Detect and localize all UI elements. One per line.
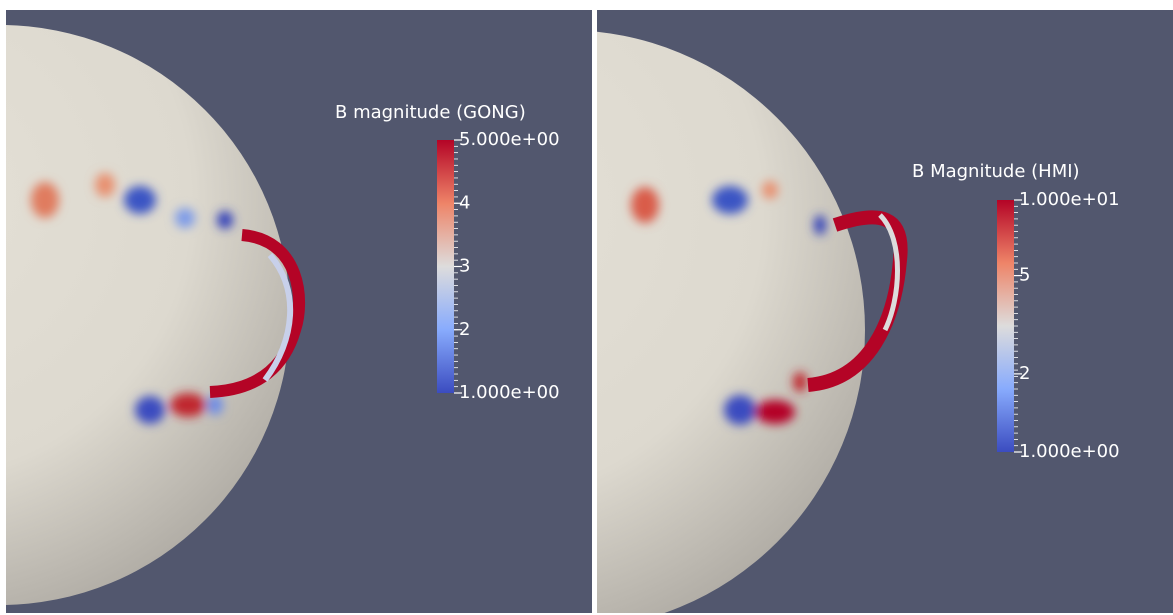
colorbar-title: B Magnitude (HMI) <box>912 161 1080 182</box>
colorbar-label: 2 <box>459 319 470 340</box>
colorbar-label: 1.000e+00 <box>459 382 560 403</box>
colorbar-label: 1.000e+01 <box>1019 189 1120 210</box>
colorbar-label: 5 <box>1019 265 1030 286</box>
colorbar-label: 3 <box>459 256 470 277</box>
colorbar-label: 5.000e+00 <box>459 129 560 150</box>
left-panel <box>6 10 592 613</box>
colorbar-label: 4 <box>459 192 470 213</box>
colorbar-title: B magnitude (GONG) <box>335 102 526 123</box>
right-panel <box>597 10 1173 613</box>
colorbar-label: 1.000e+00 <box>1019 441 1120 462</box>
colorbar <box>997 200 1014 452</box>
colorbar <box>437 140 454 393</box>
colorbar-label: 2 <box>1019 363 1030 384</box>
